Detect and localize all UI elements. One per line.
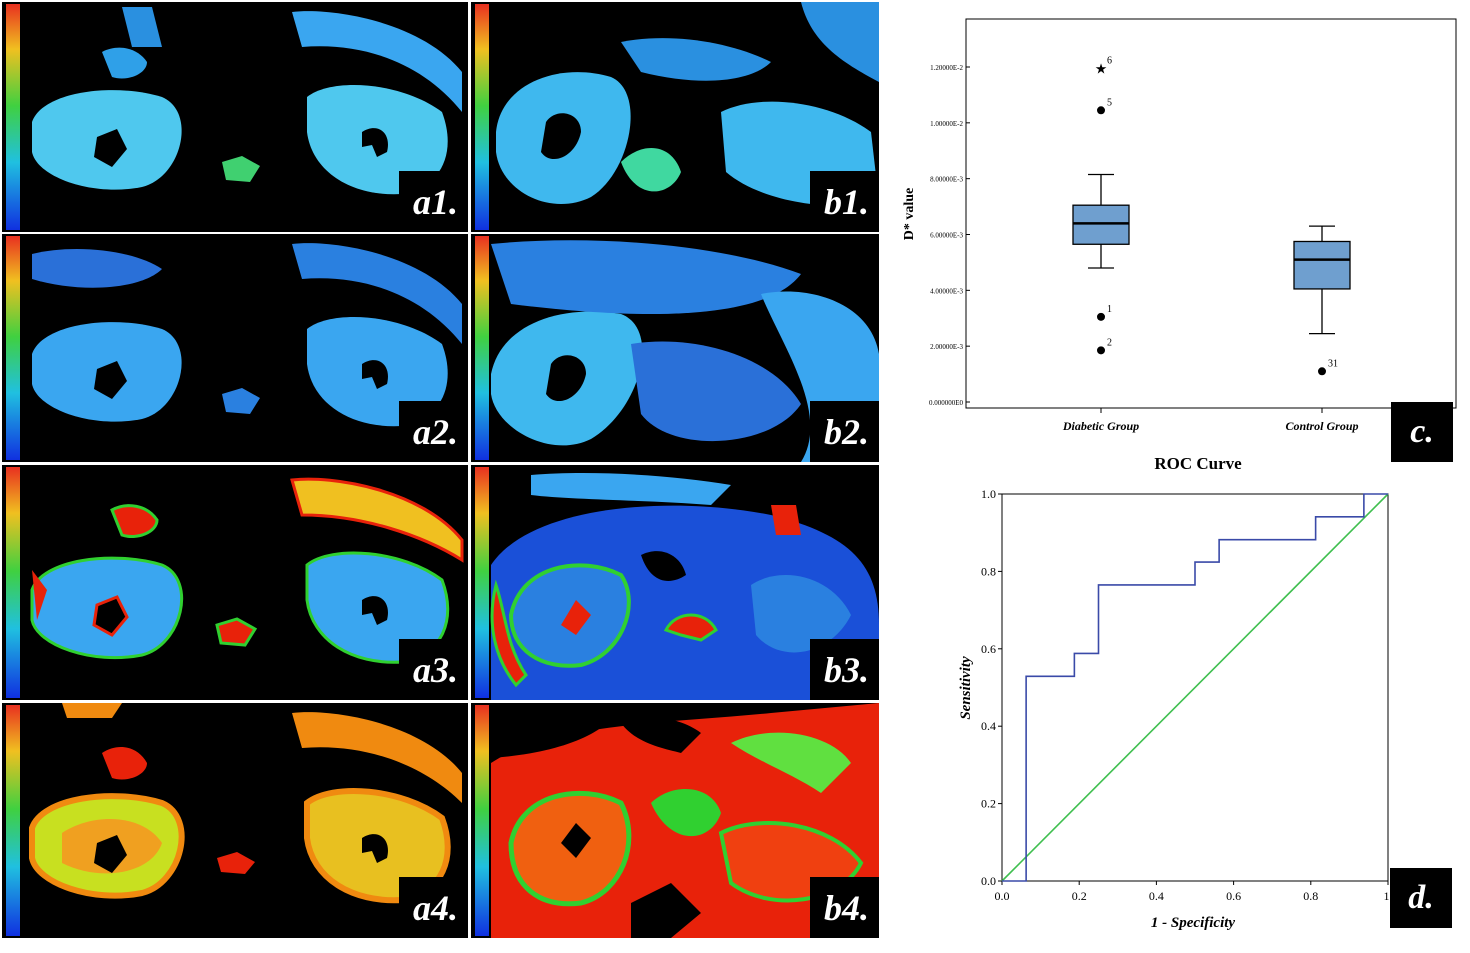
kidney-map-a1 [6,4,462,230]
x-tick-label: 0.0 [995,889,1010,903]
reference-line [1001,493,1389,882]
x-category-label: Control Group [1285,419,1358,433]
chart-title: ROC Curve [1154,454,1242,473]
panel-b3: b3. [471,465,879,700]
y-tick-label: 8.00000E-3 [930,176,963,184]
kidney-map-b4 [475,703,879,938]
outlier-dot [1097,346,1105,355]
box-iqr [1072,204,1130,245]
x-tick-label: 1. [1384,889,1393,903]
panel-label: a4. [399,877,468,938]
x-category-label: Diabetic Group [1062,419,1139,433]
y-tick-label: 0.4 [981,719,996,733]
outlier-dot [1097,106,1105,115]
boxplot-svg: D* value 0.000000E0 2.00000E-3 4.00000E-3 6… [902,18,1457,433]
y-axis-label: D* value [902,188,917,241]
boxplot-chart: D* value 0.000000E0 2.00000E-3 4.00000E-3 6… [895,14,1460,464]
y-axis-label: Sensitivity [958,656,974,720]
y-tick-label: 0.6 [981,642,996,656]
outlier-label: 5 [1107,97,1112,108]
x-tick-label: 0.4 [1149,889,1164,903]
roc-svg: ROC Curve 0.00.0 0.2 0.2 0.4 0.4 0.6 0.6 0.8 0.8… [958,454,1393,931]
panel-label: c. [1391,402,1453,462]
box-marks: ★6 5 1 2 31 [1072,55,1351,376]
panel-label: a2. [399,401,468,462]
panel-a3: a3. [2,465,468,700]
kidney-map-a3 [6,467,464,698]
panel-a4: a4. [2,703,468,938]
outlier-dot [1097,312,1105,321]
kidney-map-b3 [475,467,879,700]
roc-chart: ROC Curve 0.0 0.0 0.2 0.2 0.4 0.4 0.6 0.6 0.8 0.8… [940,446,1465,946]
kidney-map-a2 [6,236,462,460]
panel-b1: b1. [471,2,879,232]
kidney-map-b1 [475,2,879,230]
axis-ticks: 0.00.0 0.2 0.2 0.4 0.4 0.6 0.6 0.8 0.8 1. 1.0 [981,487,1393,903]
x-tick-label: 0.8 [1303,889,1318,903]
roc-curve-line [1002,493,1388,882]
panel-label: a1. [399,171,468,232]
kidney-map-a4 [6,703,462,936]
panel-label: b2. [810,401,879,462]
x-categories: Diabetic Group Control Group [1062,408,1359,433]
outlier-label: 6 [1107,55,1112,66]
y-tick-label: 2.00000E-3 [930,343,963,351]
panel-label: d. [1390,868,1452,928]
x-tick-label: 0.6 [1226,889,1241,903]
y-tick-label: 4.00000E-3 [930,287,963,295]
panel-label: b3. [810,639,879,700]
panel-b4: b4. [471,703,879,938]
panel-a2: a2. [2,234,468,462]
x-axis-label: 1 - Specificity [1151,915,1235,931]
outlier-label: 2 [1107,337,1112,348]
panel-label: b4. [810,877,879,938]
panel-label: a3. [399,639,468,700]
y-tick-label: 0.2 [981,797,996,811]
plot-frame [965,18,1457,409]
outlier-star: ★ [1095,62,1108,77]
outlier-label: 1 [1107,304,1112,315]
y-tick-label: 0.8 [981,564,996,578]
roc-series [1001,493,1389,882]
outlier-label: 31 [1328,358,1338,369]
y-tick-label: 1.20000E-2 [930,64,963,72]
y-ticks: 0.000000E0 2.00000E-3 4.00000E-3 6.00000E-3… [929,64,970,407]
y-tick-label: 0.000000E0 [929,399,964,407]
panel-a1: a1. [2,2,468,232]
y-tick-label: 1.0 [981,487,996,501]
panel-label: b1. [810,171,879,232]
y-tick-label: 0.0 [981,874,996,888]
outlier-dot [1318,367,1326,376]
box-iqr [1293,240,1351,290]
panel-b2: b2. [471,234,879,462]
x-tick-label: 0.2 [1072,889,1087,903]
y-tick-label: 1.00000E-2 [930,120,963,128]
y-tick-label: 6.00000E-3 [930,232,963,240]
